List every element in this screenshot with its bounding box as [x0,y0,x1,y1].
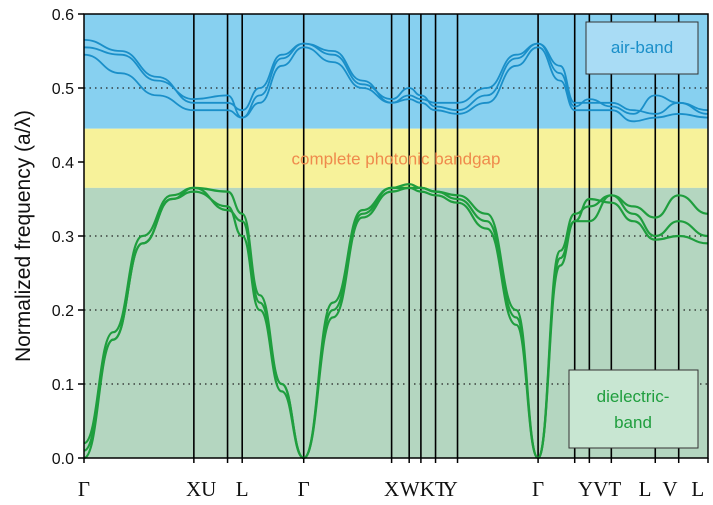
y-tick-label: 0.2 [52,303,74,320]
y-tick-label: 0.3 [52,229,74,246]
y-axis-ticks: 0.0 0.1 0.2 0.3 0.4 0.5 0.6 [52,7,84,468]
air-band-label-box [585,21,699,75]
y-tick-label: 0.4 [52,155,74,172]
x-tick-label: XU [186,477,216,501]
y-tick-label: 0.1 [52,377,74,394]
x-tick-label: Γ [298,477,310,501]
x-tick-label: YVT [578,477,621,501]
dielectric-band-label-box [568,369,699,449]
x-tick-label: Γ [532,477,544,501]
dielectric-band-curve-5 [83,186,709,460]
x-tick-label: V [662,477,677,501]
x-tick-label: L [639,477,652,501]
air-band-curve-2 [83,46,709,123]
air-band-label: air-band [611,38,673,57]
x-tick-label: Y [443,477,458,501]
region-labels: air-band complete photonic bandgap dielect… [292,21,699,449]
x-tick-label: WKT [400,477,448,501]
x-tick-label: L [691,477,704,501]
y-tick-label: 0.6 [52,7,74,24]
x-tick-label: L [236,477,249,501]
y-axis-title: Normalized frequency (a/λ) [12,110,35,362]
region-1 [84,128,708,188]
dielectric-band-curve-4 [83,183,709,460]
bandgap-label: complete photonic bandgap [292,149,501,168]
dielectric-band-label-line1: dielectric- [597,387,670,406]
dielectric-band-label-line2: band [614,413,652,432]
air-band-curve-0 [83,39,709,115]
band-curves [83,39,709,460]
air-band-curve-1 [83,42,709,119]
x-tick-label: X [384,477,399,501]
y-tick-label: 0.0 [52,451,74,468]
y-tick-label: 0.5 [52,81,74,98]
x-tick-label: Γ [78,477,90,501]
